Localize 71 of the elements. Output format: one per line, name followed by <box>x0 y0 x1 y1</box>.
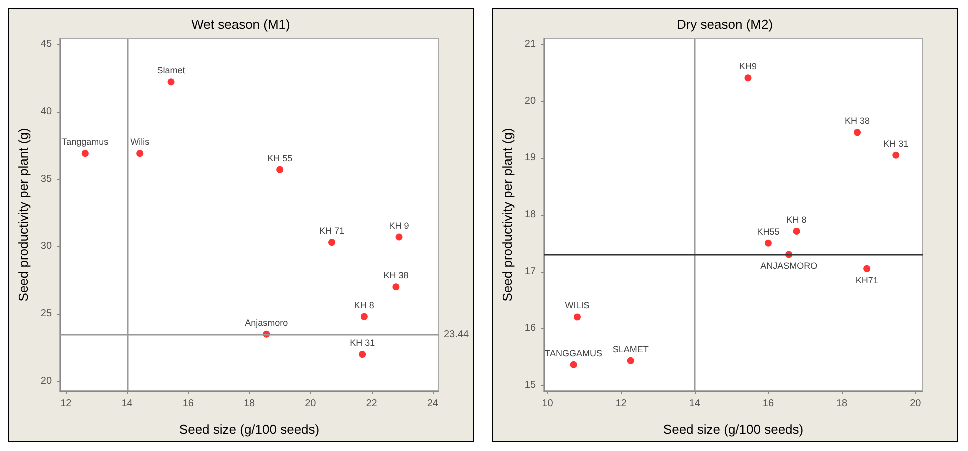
point <box>864 265 871 272</box>
annotation: KH 8 <box>354 300 374 310</box>
y-tick-label: 15 <box>524 380 536 391</box>
y-tick-label: 21 <box>524 39 536 50</box>
annotation: Wilis <box>130 137 150 148</box>
point <box>82 150 89 158</box>
y-tick-label: 17 <box>524 266 536 278</box>
x-axis-title: Seed size (g/100 seeds) <box>663 422 804 437</box>
annotation: KH 38 <box>384 270 409 281</box>
annotation: KH 8 <box>786 214 807 225</box>
x-tick-label: 24 <box>427 398 439 410</box>
x-tick-label: 14 <box>689 398 701 410</box>
y-tick-label: 45 <box>40 38 52 50</box>
x-tick-label: 20 <box>910 398 922 410</box>
point <box>744 74 752 82</box>
x-tick-label: 18 <box>244 398 256 410</box>
point <box>854 129 862 136</box>
x-tick-label: 12 <box>616 398 628 410</box>
x-tick-label: 18 <box>836 398 848 410</box>
annotation: KH 9 <box>389 220 410 231</box>
annotation: TANGGAMUS <box>545 348 602 358</box>
annotation: KH55 <box>757 226 780 237</box>
y-tick-label: 20 <box>40 376 52 388</box>
y-axis-title: Seed productivity per plant (g) <box>16 128 31 302</box>
x-axis-title: Seed size (g/100 seeds) <box>179 422 320 437</box>
annotation: ANJASMORO <box>760 261 818 272</box>
x-tick-label: 16 <box>182 398 194 410</box>
point <box>136 150 144 158</box>
point <box>168 78 175 86</box>
point <box>396 234 403 241</box>
annotation: WILIS <box>565 300 590 311</box>
point <box>892 152 900 159</box>
y-tick-label: 30 <box>40 241 52 252</box>
point <box>764 240 772 247</box>
ref-line-label: 23.44 <box>444 330 470 341</box>
point <box>793 228 800 235</box>
annotation: KH 71 <box>320 226 345 236</box>
y-tick-label: 16 <box>524 323 536 334</box>
chart-title: Dry season (M2) <box>676 17 774 32</box>
annotation: Slamet <box>157 66 186 76</box>
chart-title: Wet season (M1) <box>192 17 290 32</box>
point <box>570 361 578 368</box>
point <box>360 313 368 320</box>
y-tick-label: 18 <box>524 210 536 220</box>
x-tick-label: 16 <box>762 398 774 410</box>
annotation: SLAMET <box>612 344 650 354</box>
x-tick-label: 10 <box>542 398 554 410</box>
annotation: KH71 <box>856 275 878 286</box>
x-tick-label: 14 <box>122 398 134 410</box>
point <box>627 357 634 364</box>
y-tick-label: 25 <box>40 308 52 320</box>
point <box>574 314 582 321</box>
y-tick-label: 35 <box>40 174 52 185</box>
annotation: KH 31 <box>884 138 909 149</box>
y-tick-label: 19 <box>524 152 536 164</box>
x-tick-label: 12 <box>60 398 72 410</box>
point <box>392 284 400 291</box>
annotation: Anjasmoro <box>245 318 288 328</box>
y-tick-label: 40 <box>40 106 52 118</box>
annotation: KH 38 <box>845 116 870 126</box>
x-tick-label: 20 <box>305 398 317 410</box>
point <box>328 239 336 246</box>
annotation: KH 55 <box>268 153 293 164</box>
annotation: Tanggamus <box>62 137 110 148</box>
annotation: KH 31 <box>350 338 376 348</box>
point <box>359 351 366 358</box>
annotation: KH9 <box>739 62 757 72</box>
y-tick-label: 20 <box>524 96 536 107</box>
point <box>276 166 284 174</box>
y-axis-title: Seed productivity per plant (g) <box>500 128 515 302</box>
x-tick-label: 22 <box>366 398 378 410</box>
